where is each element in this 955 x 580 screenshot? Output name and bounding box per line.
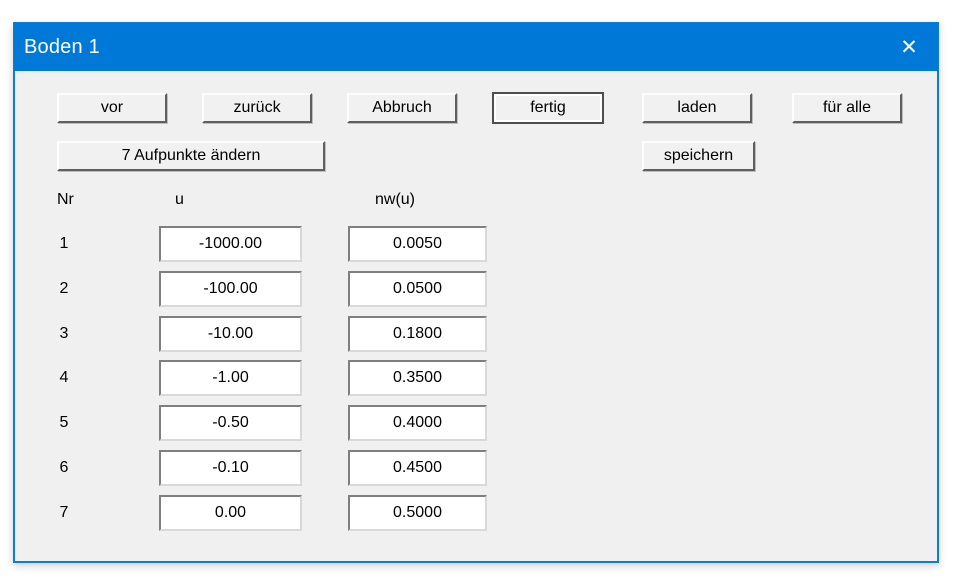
nw-input-row-4[interactable] xyxy=(348,360,487,396)
fertig-button[interactable]: fertig xyxy=(492,92,604,124)
vor-button[interactable]: vor xyxy=(57,93,167,123)
nw-input-row-6[interactable] xyxy=(348,450,487,486)
nw-input-row-1[interactable] xyxy=(348,226,487,262)
nw-input-row-7[interactable] xyxy=(348,495,487,531)
nw-input-row-5[interactable] xyxy=(348,405,487,441)
column-header-u: u xyxy=(175,191,184,208)
u-input-row-2[interactable] xyxy=(159,271,302,307)
column-header-nr: Nr xyxy=(57,191,74,208)
row-number: 2 xyxy=(59,280,69,297)
nw-input-row-3[interactable] xyxy=(348,316,487,352)
row-number: 6 xyxy=(59,459,69,476)
u-input-row-5[interactable] xyxy=(159,405,302,441)
u-input-row-3[interactable] xyxy=(159,316,302,352)
close-button[interactable]: ✕ xyxy=(880,23,938,71)
fuer-alle-button[interactable]: für alle xyxy=(792,93,902,123)
row-number: 4 xyxy=(59,369,69,386)
window-title: Boden 1 xyxy=(24,35,100,58)
u-input-row-4[interactable] xyxy=(159,360,302,396)
row-number: 5 xyxy=(59,414,69,431)
row-number: 3 xyxy=(59,325,69,342)
zurueck-button[interactable]: zurück xyxy=(202,93,312,123)
u-input-row-6[interactable] xyxy=(159,450,302,486)
dialog-body: vor zurück Abbruch fertig laden für alle… xyxy=(15,71,937,561)
row-number: 7 xyxy=(59,504,69,521)
u-input-row-1[interactable] xyxy=(159,226,302,262)
column-header-nwu: nw(u) xyxy=(375,191,416,208)
boden-dialog: Boden 1 ✕ vor zurück Abbruch fertig lade… xyxy=(13,22,939,563)
nw-input-row-2[interactable] xyxy=(348,271,487,307)
close-icon: ✕ xyxy=(900,35,918,59)
speichern-button[interactable]: speichern xyxy=(642,141,755,171)
aufpunkte-aendern-button[interactable]: 7 Aufpunkte ändern xyxy=(57,141,325,171)
abbruch-button[interactable]: Abbruch xyxy=(347,93,457,123)
laden-button[interactable]: laden xyxy=(642,93,752,123)
u-input-row-7[interactable] xyxy=(159,495,302,531)
titlebar: Boden 1 ✕ xyxy=(14,23,938,71)
row-number: 1 xyxy=(59,235,69,252)
